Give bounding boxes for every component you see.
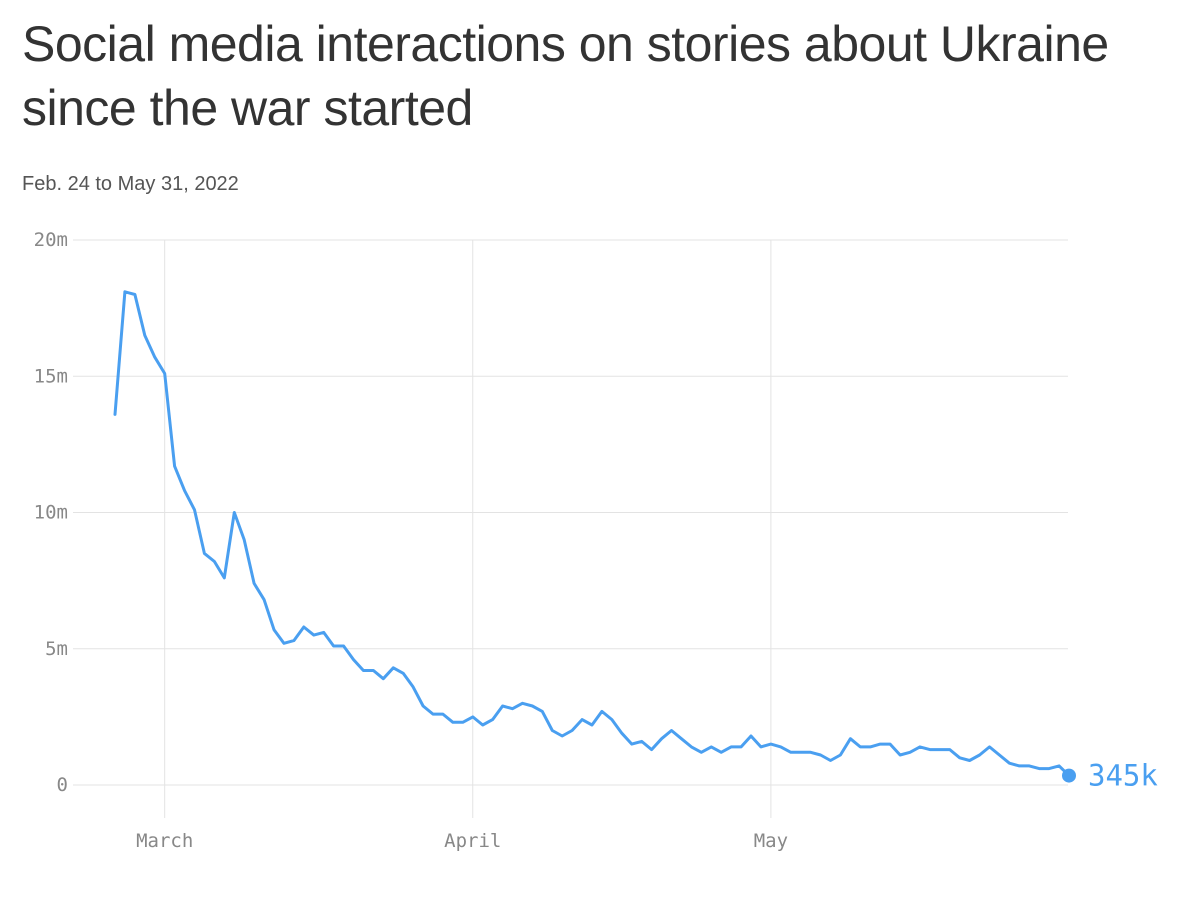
x-tick-label: May — [754, 830, 788, 852]
y-tick-label: 20m — [34, 229, 68, 251]
x-tick-label: April — [444, 830, 501, 852]
chart-title: Social media interactions on stories abo… — [22, 16, 1109, 136]
x-axis-tick-labels: March April May — [136, 830, 788, 852]
y-tick-label: 5m — [45, 638, 68, 660]
chart-subtitle: Feb. 24 to May 31, 2022 — [22, 173, 239, 195]
x-tick-label: March — [136, 830, 193, 852]
y-axis-tick-labels: 0 5m 10m 15m 20m — [34, 229, 68, 796]
interactions-series-line — [113, 290, 1071, 778]
y-tick-label: 0 — [57, 774, 68, 796]
y-tick-label: 15m — [34, 365, 68, 387]
vertical-gridlines — [164, 240, 772, 818]
horizontal-gridlines — [73, 239, 1068, 786]
y-tick-label: 10m — [34, 502, 68, 524]
series-end-label: 345k — [1088, 759, 1158, 793]
series-end-point — [1062, 768, 1076, 783]
